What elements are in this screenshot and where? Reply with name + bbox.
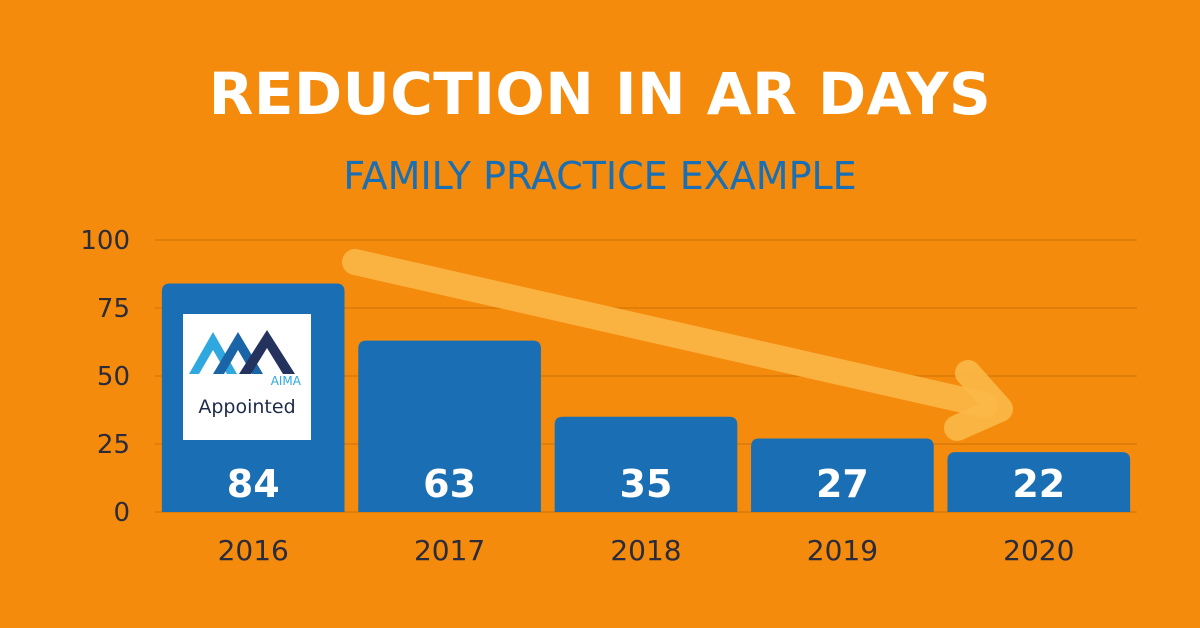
bar-2019: [751, 438, 934, 512]
y-tick-label: 25: [97, 430, 130, 460]
x-tick-label: 2016: [218, 534, 289, 567]
y-tick-label: 100: [80, 226, 130, 256]
trend-arrow-head: [944, 360, 1013, 441]
data-label: 63: [423, 462, 476, 506]
x-axis-labels: 2016 2017 2018 2019 2020: [218, 534, 1075, 567]
data-labels: 84 63 35 27 22: [227, 462, 1065, 506]
bar-2020: [947, 452, 1131, 512]
bar-2017: [358, 340, 541, 512]
logo-label: Appointed: [198, 396, 296, 418]
y-tick-label: 75: [97, 294, 130, 324]
page-title: REDUCTION IN AR DAYS: [208, 60, 992, 128]
logo-brand-text: AIMA: [271, 374, 302, 388]
data-label: 27: [816, 462, 869, 506]
trend-arrow: [342, 249, 1013, 441]
mountain-logo-icon: AIMA: [189, 330, 302, 388]
bar-2018: [554, 416, 738, 512]
data-label: 35: [620, 462, 673, 506]
x-tick-label: 2020: [1003, 534, 1074, 567]
y-tick-label: 50: [97, 362, 130, 392]
aima-appointed-logo: AIMA Appointed: [183, 314, 311, 440]
data-label: 84: [227, 462, 280, 506]
y-tick-label: 0: [113, 498, 130, 528]
trend-arrow-shaft: [342, 249, 998, 418]
page-subtitle: FAMILY PRACTICE EXAMPLE: [343, 154, 857, 198]
x-tick-label: 2017: [414, 534, 485, 567]
data-label: 22: [1012, 462, 1065, 506]
x-tick-label: 2018: [610, 534, 681, 567]
x-tick-label: 2019: [807, 534, 878, 567]
y-axis-ticks: 0 25 50 75 100: [80, 226, 130, 528]
